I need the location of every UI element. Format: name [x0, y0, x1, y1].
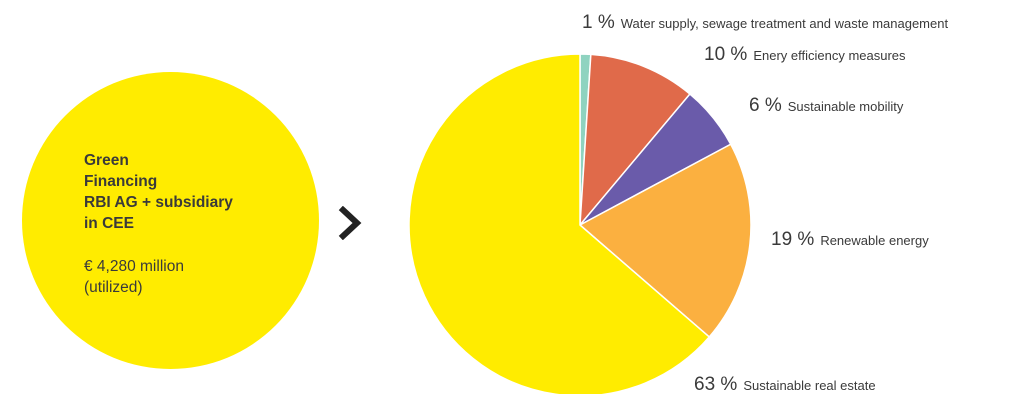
- chevron-right-icon: [338, 206, 362, 240]
- summary-title-line: RBI AG + subsidiary: [84, 194, 233, 211]
- summary-title-line: in CEE: [84, 215, 134, 232]
- summary-amount-note: (utilized): [84, 279, 143, 296]
- slice-percent: 10 %: [704, 44, 748, 65]
- slice-real-estate: [408, 53, 711, 394]
- slice-label-renewable: 19 % Renewable energy: [771, 229, 929, 251]
- summary-title-line: Financing: [84, 173, 158, 190]
- slice-label-real-estate: 63 % Sustainable real estate: [694, 374, 876, 396]
- slice-label-mobility: 6 % Sustainable mobility: [749, 95, 903, 117]
- slice-category: Renewable energy: [820, 233, 929, 248]
- slice-percent: 1 %: [582, 12, 615, 33]
- slice-label-efficiency: 10 % Enery efficiency measures: [704, 44, 906, 66]
- summary-text: Green Financing RBI AG + subsidiary in C…: [84, 150, 304, 298]
- slice-efficiency: [579, 53, 691, 228]
- slice-category: Water supply, sewage treatment and waste…: [620, 16, 949, 31]
- slice-label-water: 1 % Water supply, sewage treatment and wa…: [582, 12, 948, 34]
- slice-percent: 19 %: [771, 229, 815, 250]
- slice-category: Sustainable mobility: [787, 99, 904, 114]
- slice-percent: 6 %: [749, 95, 782, 116]
- slice-renewable: [578, 143, 752, 339]
- summary-amount-block: € 4,280 million (utilized): [84, 256, 304, 298]
- slice-category: Enery efficiency measures: [753, 48, 906, 63]
- slice-category: Sustainable real estate: [743, 378, 876, 393]
- slice-percent: 63 %: [694, 374, 738, 395]
- summary-amount: € 4,280 million: [84, 258, 184, 275]
- summary-circle: [22, 72, 319, 369]
- summary-title-line: Green: [84, 152, 129, 169]
